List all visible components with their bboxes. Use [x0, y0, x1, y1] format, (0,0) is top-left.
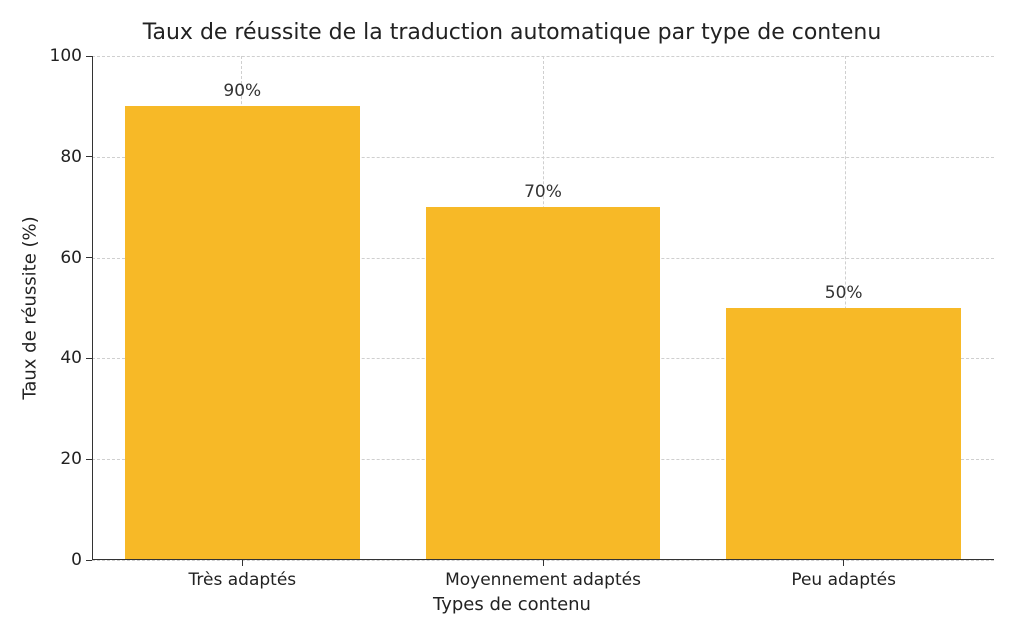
bar-value-label: 70% [524, 182, 562, 202]
y-tick-label: 20 [60, 449, 82, 469]
chart-container: Taux de réussite de la traduction automa… [0, 0, 1024, 634]
y-tick-label: 40 [60, 348, 82, 368]
y-axis-spine [92, 56, 93, 560]
x-tick-label: Moyennement adaptés [445, 570, 641, 590]
bar [726, 308, 961, 560]
y-tick-label: 60 [60, 248, 82, 268]
x-tick [242, 560, 243, 566]
x-tick-label: Très adaptés [189, 570, 297, 590]
x-axis-label: Types de contenu [0, 594, 1024, 615]
y-tick-label: 0 [71, 550, 82, 570]
bar-value-label: 90% [223, 81, 261, 101]
plot-area [92, 56, 994, 560]
y-axis-label: Taux de réussite (%) [20, 216, 41, 399]
bar [125, 106, 360, 560]
x-tick [543, 560, 544, 566]
bar-value-label: 50% [825, 283, 863, 303]
y-tick-label: 80 [60, 147, 82, 167]
chart-title: Taux de réussite de la traduction automa… [0, 20, 1024, 45]
bar [426, 207, 661, 560]
x-tick [843, 560, 844, 566]
x-tick-label: Peu adaptés [791, 570, 896, 590]
y-tick-label: 100 [50, 46, 82, 66]
x-axis-spine [92, 559, 994, 560]
